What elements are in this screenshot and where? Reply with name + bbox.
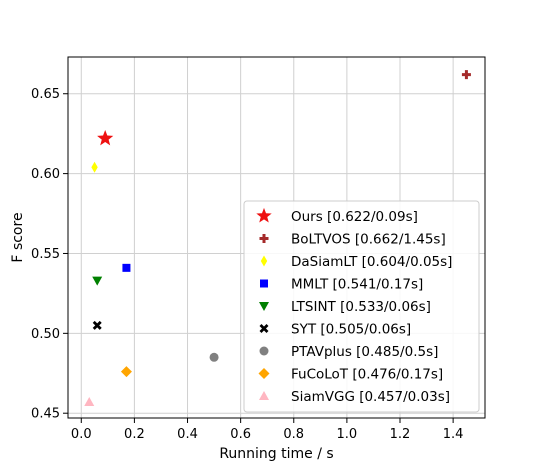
legend-marker bbox=[259, 234, 269, 243]
y-tick-label: 0.55 bbox=[31, 247, 60, 262]
legend-marker bbox=[259, 324, 269, 333]
data-point bbox=[97, 129, 114, 146]
data-point bbox=[122, 263, 131, 272]
legend-marker bbox=[260, 255, 268, 267]
legend-marker bbox=[259, 302, 269, 311]
legend: Ours [0.622/0.09s] BoLTVOS [0.662/1.45s] D… bbox=[243, 200, 480, 413]
legend-label: Ours [0.622/0.09s] bbox=[291, 209, 418, 225]
y-tick-label: 0.45 bbox=[31, 407, 60, 422]
y-tick-label: 0.65 bbox=[31, 87, 60, 102]
legend-label: DaSiamLT [0.604/0.05s] bbox=[291, 254, 452, 270]
data-point bbox=[84, 397, 95, 407]
legend-label: SYT [0.505/0.06s] bbox=[291, 322, 411, 338]
legend-marker bbox=[258, 368, 270, 379]
data-point bbox=[91, 161, 98, 173]
legend-label: MMLT [0.541/0.17s] bbox=[291, 277, 423, 293]
legend-marker bbox=[259, 391, 269, 400]
data-points bbox=[84, 70, 471, 407]
legend-label: SiamVGG [0.457/0.03s] bbox=[291, 389, 450, 405]
y-tick-label: 0.50 bbox=[31, 327, 60, 342]
data-point bbox=[92, 276, 103, 286]
x-tick-label: 0.6 bbox=[230, 427, 251, 442]
x-tick-label: 0.8 bbox=[283, 427, 304, 442]
plot-frame bbox=[67, 56, 486, 419]
x-tick-label: 1.2 bbox=[390, 427, 411, 442]
data-point bbox=[120, 366, 132, 378]
legend-label: BoLTVOS [0.662/1.45s] bbox=[291, 232, 446, 248]
legend-marker bbox=[260, 279, 268, 288]
x-tick-label: 1.4 bbox=[443, 427, 464, 442]
legend-marker bbox=[259, 346, 269, 356]
y-axis-title: F score bbox=[10, 212, 26, 262]
data-point bbox=[461, 70, 471, 80]
x-tick-label: 0.4 bbox=[177, 427, 198, 442]
data-point bbox=[92, 320, 102, 330]
legend-label: LTSINT [0.533/0.06s] bbox=[291, 299, 431, 315]
x-axis-title: Running time / s bbox=[219, 446, 333, 462]
y-tick-label: 0.60 bbox=[31, 167, 60, 182]
axis-ticks: 0.0 0.2 0.4 0.6 0.8 1.0 1.2 1.4 0.45 0.50 0.55 0.60… bbox=[31, 87, 463, 442]
x-tick-label: 0.0 bbox=[71, 427, 92, 442]
legend-label: FuCoLoT [0.476/0.17s] bbox=[291, 367, 443, 383]
legend-label: PTAVplus [0.485/0.5s] bbox=[291, 344, 438, 360]
data-point bbox=[209, 352, 219, 362]
x-tick-label: 1.0 bbox=[337, 427, 358, 442]
legend-box bbox=[243, 200, 480, 413]
x-tick-label: 0.2 bbox=[124, 427, 145, 442]
legend-marker bbox=[256, 207, 272, 223]
